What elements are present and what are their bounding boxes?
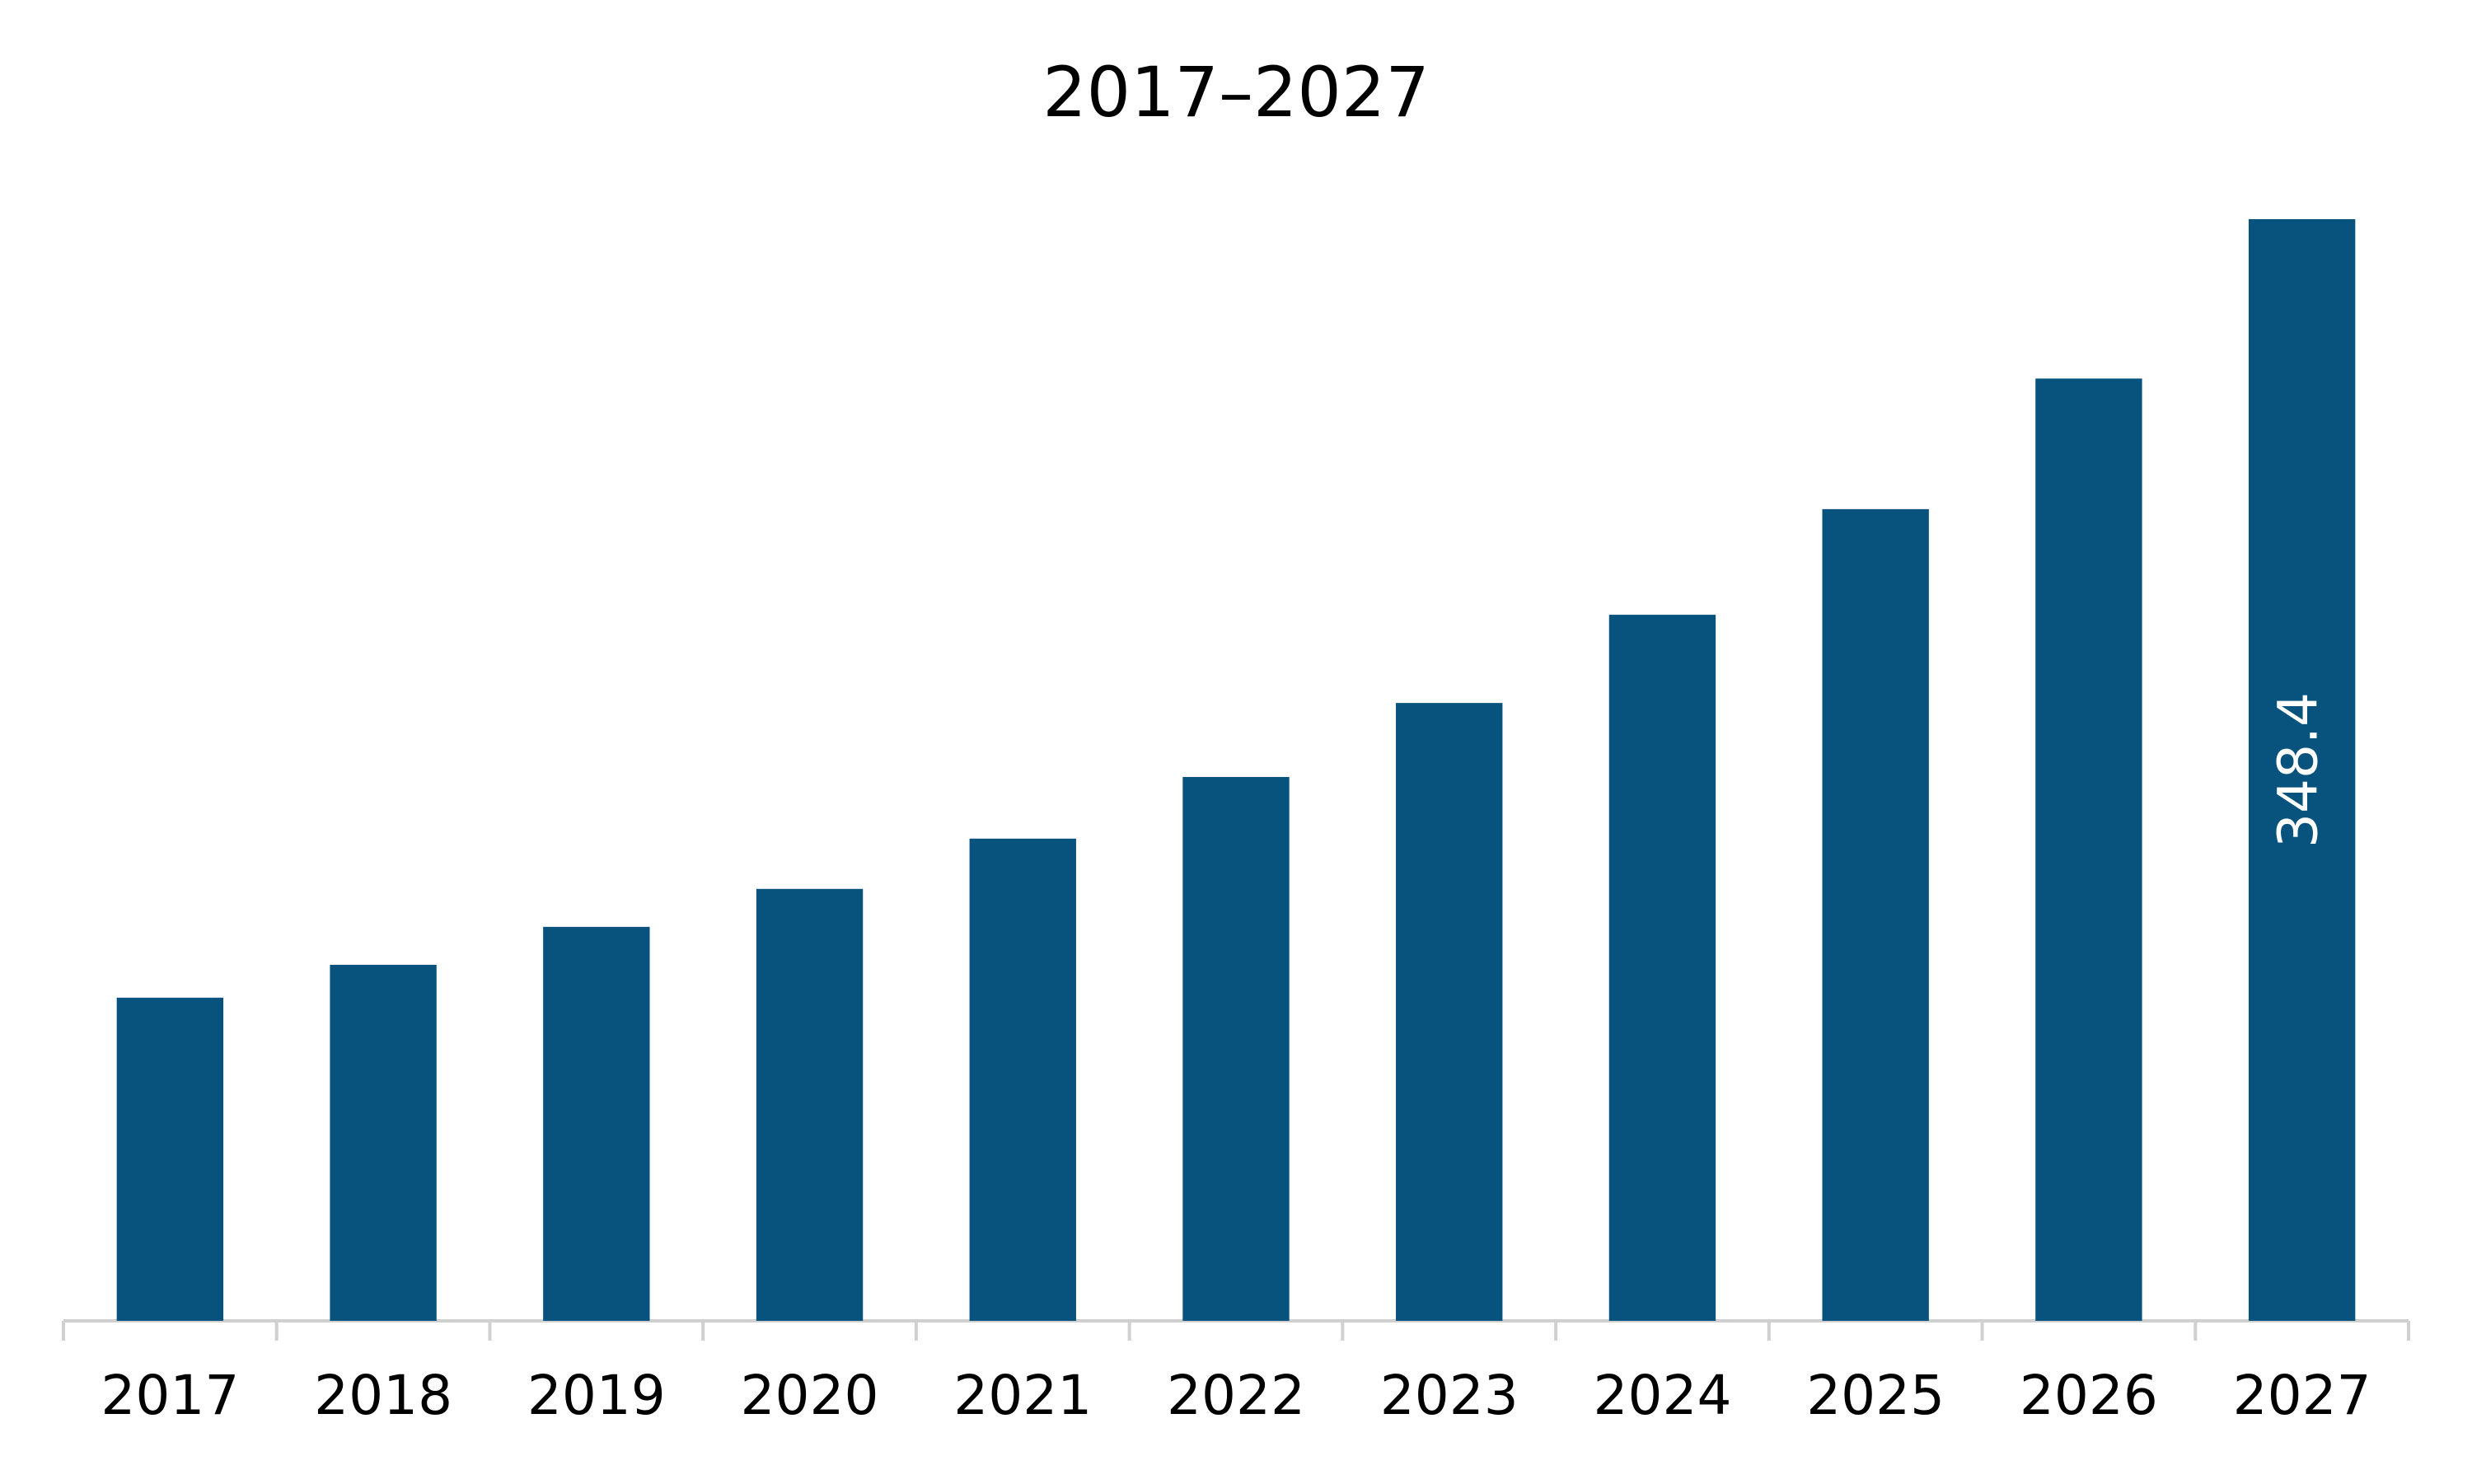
x-tick-label: 2025 xyxy=(1806,1364,1945,1427)
x-tick-label: 2020 xyxy=(741,1364,879,1427)
x-tick-label: 2026 xyxy=(2020,1364,2158,1427)
x-tick-label: 2018 xyxy=(314,1364,452,1427)
bar xyxy=(1396,703,1503,1321)
bar xyxy=(969,838,1076,1321)
bar xyxy=(2035,378,2142,1322)
bar xyxy=(330,964,437,1321)
bar xyxy=(1182,776,1290,1321)
x-tick-label: 2027 xyxy=(2233,1364,2371,1427)
x-tick-label: 2021 xyxy=(953,1364,1092,1427)
bar xyxy=(2248,219,2356,1321)
x-tick-label: 2024 xyxy=(1593,1364,1731,1427)
x-tick-label: 2017 xyxy=(101,1364,239,1427)
chart-title: 2017–2027 xyxy=(1042,52,1430,133)
bar xyxy=(1822,508,1929,1321)
bar xyxy=(116,997,224,1321)
bar xyxy=(543,926,650,1321)
bar xyxy=(1608,615,1716,1321)
x-tick-label: 2023 xyxy=(1380,1364,1519,1427)
value-label: 348.4 xyxy=(2267,692,2330,848)
bar xyxy=(756,888,864,1321)
x-tick-label: 2019 xyxy=(527,1364,666,1427)
x-tick-label: 2022 xyxy=(1167,1364,1305,1427)
